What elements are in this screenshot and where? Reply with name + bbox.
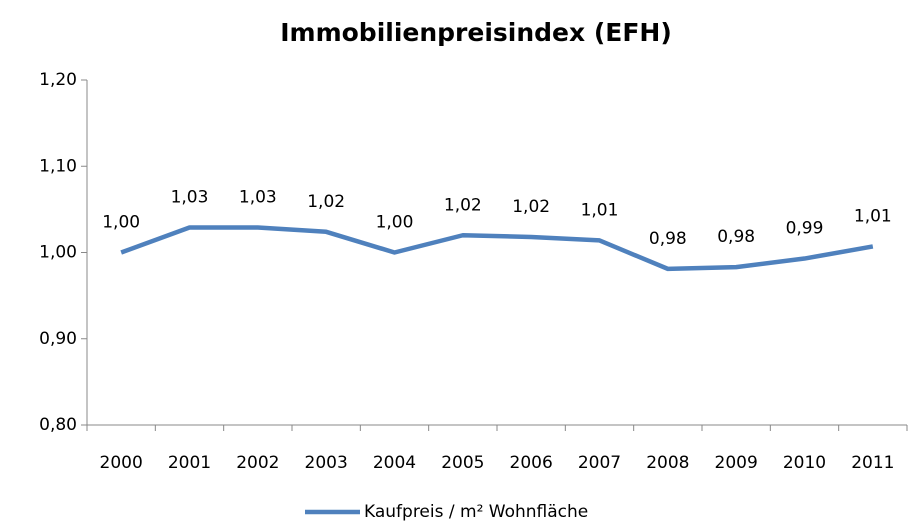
chart-title: Immobilienpreisindex (EFH): [280, 18, 672, 47]
series-line: [120, 225, 874, 272]
data-label: 1,02: [512, 197, 550, 217]
x-tick-label: 2010: [783, 453, 826, 473]
y-tick-label: 0,90: [39, 329, 77, 349]
y-tick-label: 1,00: [39, 243, 77, 263]
y-tick-label: 1,10: [39, 156, 77, 176]
x-tick-label: 2005: [441, 453, 484, 473]
data-label: 1,00: [102, 213, 140, 233]
data-label: 0,98: [717, 227, 755, 247]
x-tick-label: 2009: [715, 453, 758, 473]
y-tick-label: 1,20: [39, 70, 77, 90]
x-tick-label: 2002: [236, 453, 279, 473]
data-label: 1,02: [444, 195, 482, 215]
data-label: 1,03: [171, 187, 209, 207]
x-tick-label: 2006: [510, 453, 553, 473]
data-label: 1,02: [307, 192, 345, 212]
x-tick-label: 2004: [373, 453, 416, 473]
x-tick-label: 2007: [578, 453, 621, 473]
data-label: 0,99: [786, 219, 824, 239]
x-tick-label: 2000: [100, 453, 143, 473]
x-tick-label: 2001: [168, 453, 211, 473]
x-tick-label: 2011: [851, 453, 894, 473]
data-label: 1,00: [376, 213, 414, 233]
x-tick-label: 2003: [305, 453, 348, 473]
data-label: 0,98: [649, 229, 687, 249]
x-tick-label: 2008: [646, 453, 689, 473]
data-label: 1,03: [239, 187, 277, 207]
data-label: 1,01: [854, 206, 892, 226]
data-label: 1,01: [581, 200, 619, 220]
y-tick-label: 0,80: [39, 415, 77, 435]
legend-label: Kaufpreis / m² Wohnfläche: [364, 502, 588, 522]
